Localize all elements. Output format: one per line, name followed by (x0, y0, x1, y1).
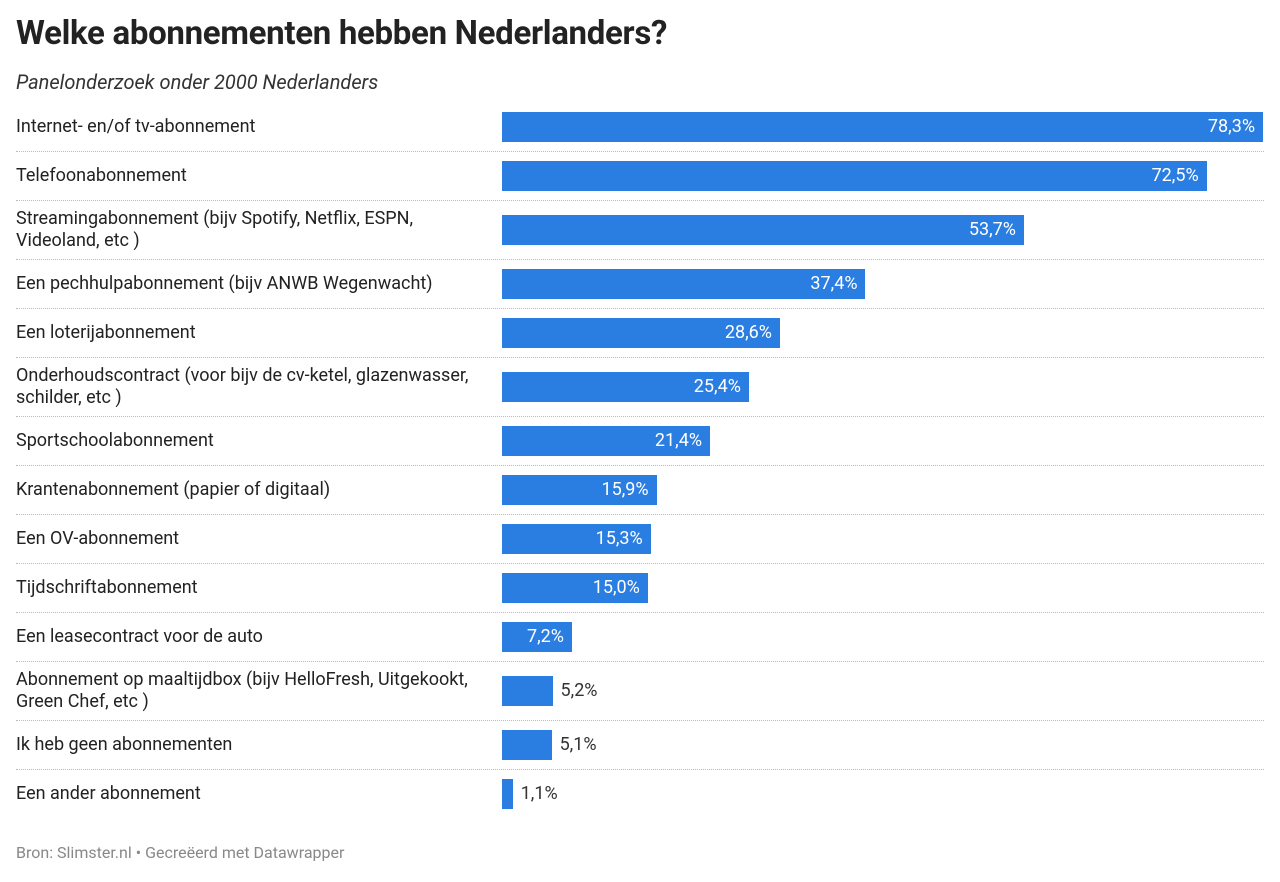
bar-area: 53,7% (502, 213, 1264, 247)
bar (502, 475, 657, 505)
value-label: 72,5% (1151, 165, 1199, 186)
bar-area: 25,4% (502, 370, 1264, 404)
bar-area: 5,1% (502, 728, 1264, 762)
bar-area: 5,2% (502, 674, 1264, 708)
bar-area: 15,3% (502, 522, 1264, 556)
value-label: 37,4% (810, 273, 858, 294)
bar-row: Tijdschriftabonnement 15,0% (16, 564, 1264, 613)
category-label: Een OV-abonnement (16, 528, 180, 549)
bar-area: 78,3% (502, 110, 1264, 144)
bar-row: Een ander abonnement 1,1% (16, 770, 1264, 818)
bar-rows: Internet- en/of tv-abonnement 78,3% Telefo… (16, 103, 1264, 818)
value-label: 15,3% (595, 528, 643, 549)
category-label: Een loterijabonnement (16, 322, 196, 343)
footer: Bron: Slimster.nl • Gecreëerd met Datawr… (16, 843, 345, 862)
bar (502, 622, 572, 652)
category-label: Krantenabonnement (papier of digitaal) (16, 479, 331, 500)
chart-title: Welke abonnementen hebben Nederlanders? (16, 14, 668, 53)
value-label: 28,6% (724, 322, 772, 343)
bar (502, 215, 1024, 245)
value-label: 7,2% (527, 626, 564, 647)
category-label: Een pechhulpabonnement (bijv ANWB Wegenw… (16, 273, 433, 294)
bar (502, 372, 749, 402)
bar (502, 730, 552, 760)
bar (502, 573, 648, 603)
value-label: 5,1% (559, 734, 597, 755)
bar (502, 269, 866, 299)
value-label: 25,4% (693, 376, 741, 397)
bar-area: 21,4% (502, 424, 1264, 458)
bar-area: 28,6% (502, 316, 1264, 350)
bar-row: Een loterijabonnement 28,6% (16, 309, 1264, 358)
value-label: 21,4% (654, 430, 702, 451)
value-label: 53,7% (968, 219, 1016, 240)
category-label: Sportschoolabonnement (16, 430, 214, 451)
value-label: 15,9% (601, 479, 649, 500)
value-label: 15,0% (592, 577, 640, 598)
bar-row: Telefoonabonnement 72,5% (16, 152, 1264, 201)
bar (502, 426, 710, 456)
bar-area: 1,1% (502, 777, 1264, 811)
bar-row: Een OV-abonnement 15,3% (16, 515, 1264, 564)
value-label: 5,2% (560, 680, 598, 701)
bar-area: 15,9% (502, 473, 1264, 507)
bar-row: Krantenabonnement (papier of digitaal) 15… (16, 466, 1264, 515)
category-label: Een ander abonnement (16, 783, 201, 804)
bar-area: 7,2% (502, 620, 1264, 654)
bar (502, 524, 651, 554)
bar-area: 37,4% (502, 267, 1264, 301)
bar (502, 676, 553, 706)
value-label: 78,3% (1207, 116, 1255, 137)
category-label: Een leasecontract voor de auto (16, 626, 263, 647)
bar (502, 161, 1207, 191)
bar-row: Een pechhulpabonnement (bijv ANWB Wegenw… (16, 260, 1264, 309)
category-label: Streamingabonnement (bijv Spotify, Netfl… (16, 208, 414, 251)
category-label: Ik heb geen abonnementen (16, 734, 233, 755)
bar-row: Onderhoudscontract (voor bijv de cv-kete… (16, 358, 1264, 417)
bar (502, 779, 513, 809)
bar-row: Ik heb geen abonnementen 5,1% (16, 721, 1264, 770)
category-label: Tijdschriftabonnement (16, 577, 198, 598)
category-label: Internet- en/of tv-abonnement (16, 116, 256, 137)
bar-row: Internet- en/of tv-abonnement 78,3% (16, 103, 1264, 152)
chart-subtitle: Panelonderzoek onder 2000 Nederlanders (16, 70, 379, 94)
bar (502, 112, 1263, 142)
bar-row: Sportschoolabonnement 21,4% (16, 417, 1264, 466)
bar-row: Abonnement op maaltijdbox (bijv HelloFre… (16, 662, 1264, 721)
bar-row: Een leasecontract voor de auto 7,2% (16, 613, 1264, 662)
bar-row: Streamingabonnement (bijv Spotify, Netfl… (16, 201, 1264, 260)
bar (502, 318, 780, 348)
value-label: 1,1% (520, 783, 558, 804)
bar-area: 72,5% (502, 159, 1264, 193)
category-label: Telefoonabonnement (16, 165, 187, 186)
bar-area: 15,0% (502, 571, 1264, 605)
category-label: Abonnement op maaltijdbox (bijv HelloFre… (16, 669, 468, 712)
category-label: Onderhoudscontract (voor bijv de cv-kete… (16, 365, 469, 408)
